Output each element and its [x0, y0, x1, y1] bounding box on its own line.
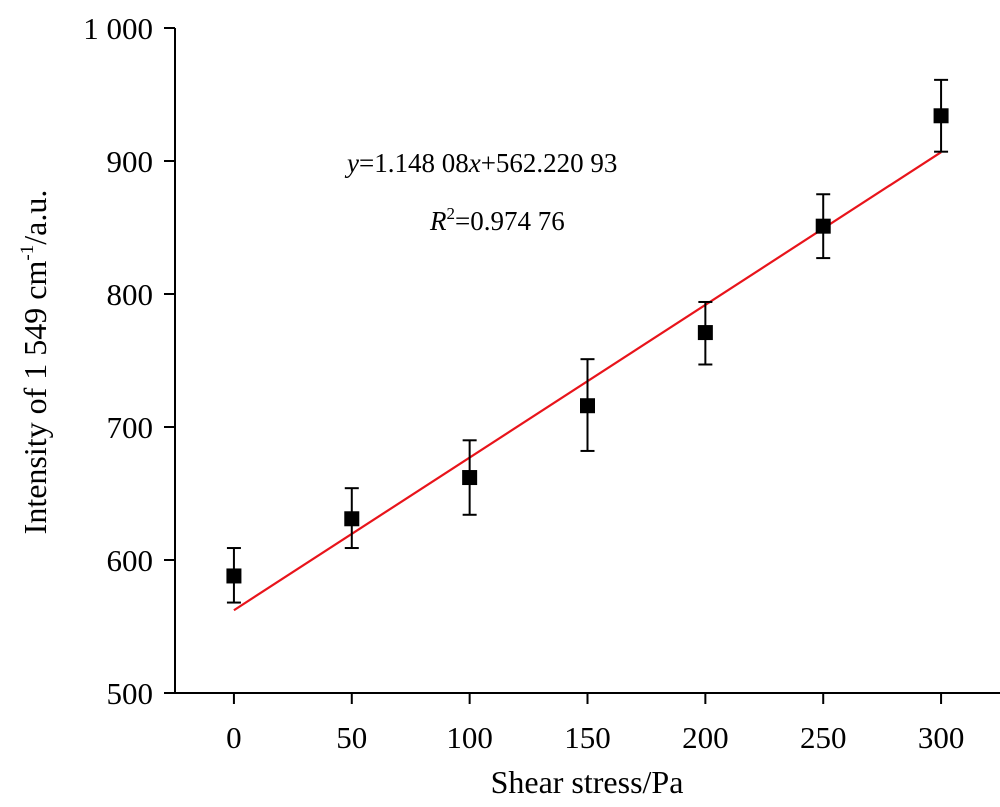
y-tick-label: 600 [107, 543, 154, 578]
x-axis-title: Shear stress/Pa [491, 764, 684, 800]
y-tick-label: 900 [107, 144, 154, 179]
fit-r-squared: R2=0.974 76 [429, 204, 565, 236]
y-axis-title: Intensity of 1 549 cm-1/a.u. [17, 190, 53, 535]
x-tick-label: 200 [682, 720, 729, 755]
fit-equation: y=1.148 08x+562.220 93 [344, 148, 617, 178]
y-tick-label: 700 [107, 410, 154, 445]
data-point [580, 398, 595, 414]
data-point [815, 218, 831, 234]
x-tick-label: 100 [446, 720, 493, 755]
x-tick-label: 250 [800, 720, 847, 755]
data-point [344, 511, 360, 527]
x-tick-label: 0 [226, 720, 242, 755]
data-point [462, 470, 478, 486]
x-tick-label: 150 [564, 720, 611, 755]
x-tick-label: 300 [918, 720, 965, 755]
x-tick-label: 50 [336, 720, 367, 755]
data-point [226, 568, 242, 584]
y-tick-label: 1 000 [83, 11, 153, 46]
data-point [697, 325, 713, 341]
y-tick-label: 800 [107, 277, 154, 312]
data-point [933, 108, 949, 124]
y-tick-label: 500 [107, 676, 154, 711]
